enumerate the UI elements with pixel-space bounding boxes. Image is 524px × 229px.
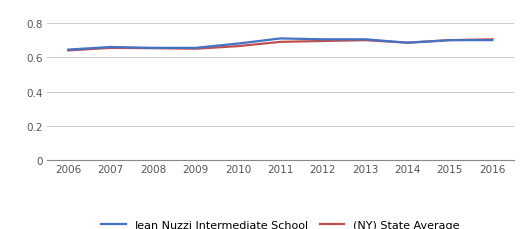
Jean Nuzzi Intermediate School xyxy=(447,40,453,42)
(NY) State Average xyxy=(320,41,326,43)
(NY) State Average xyxy=(235,46,241,48)
Jean Nuzzi Intermediate School xyxy=(65,49,71,52)
(NY) State Average xyxy=(150,48,156,50)
(NY) State Average xyxy=(65,50,71,53)
Jean Nuzzi Intermediate School xyxy=(405,42,411,45)
Jean Nuzzi Intermediate School xyxy=(107,46,114,49)
(NY) State Average xyxy=(192,48,199,51)
(NY) State Average xyxy=(362,40,368,42)
(NY) State Average xyxy=(277,41,283,44)
(NY) State Average xyxy=(447,40,453,42)
Jean Nuzzi Intermediate School xyxy=(320,39,326,41)
Jean Nuzzi Intermediate School xyxy=(192,47,199,50)
Jean Nuzzi Intermediate School xyxy=(150,47,156,50)
(NY) State Average xyxy=(107,47,114,50)
(NY) State Average xyxy=(489,39,496,41)
Jean Nuzzi Intermediate School xyxy=(362,39,368,41)
Legend: Jean Nuzzi Intermediate School, (NY) State Average: Jean Nuzzi Intermediate School, (NY) Sta… xyxy=(101,220,460,229)
Jean Nuzzi Intermediate School xyxy=(277,38,283,41)
Jean Nuzzi Intermediate School xyxy=(489,40,496,42)
(NY) State Average xyxy=(405,42,411,45)
Line: Jean Nuzzi Intermediate School: Jean Nuzzi Intermediate School xyxy=(68,39,493,50)
Jean Nuzzi Intermediate School xyxy=(235,43,241,46)
Line: (NY) State Average: (NY) State Average xyxy=(68,40,493,51)
